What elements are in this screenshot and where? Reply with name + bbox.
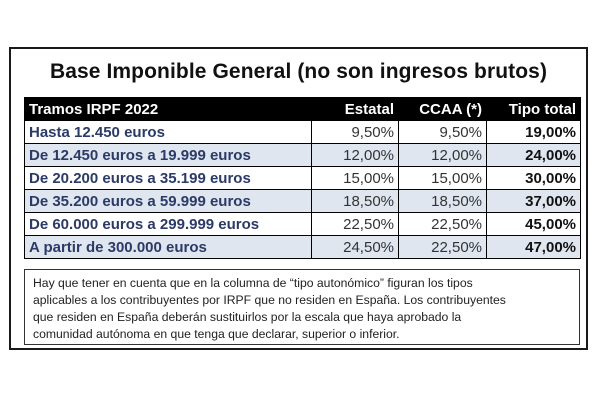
estatal-cell: 9,50% <box>311 120 399 144</box>
tramo-cell: De 20.200 euros a 35.199 euros <box>24 166 312 190</box>
header-tramos: Tramos IRPF 2022 <box>24 97 312 121</box>
footnote-line: comunidad autónoma en que tenga que decl… <box>33 327 400 341</box>
tramo-cell: De 35.200 euros a 59.999 euros <box>24 189 312 213</box>
tipo-total-cell: 30,00% <box>486 166 581 190</box>
table-row: De 12.450 euros a 19.999 euros 12,00% 12… <box>24 143 581 167</box>
tipo-total-cell: 19,00% <box>486 120 581 144</box>
estatal-cell: 24,50% <box>311 235 399 259</box>
ccaa-cell: 22,50% <box>398 212 487 236</box>
tipo-total-cell: 24,00% <box>486 143 581 167</box>
ccaa-cell: 15,00% <box>398 166 487 190</box>
tramo-cell: De 12.450 euros a 19.999 euros <box>24 143 312 167</box>
footnote-line: aplicables a los contribuyentes por IRPF… <box>33 293 506 307</box>
estatal-cell: 22,50% <box>311 212 399 236</box>
table-row: De 60.000 euros a 299.999 euros 22,50% 2… <box>24 212 581 236</box>
footnote-line: que residen en España deberán sustituirl… <box>33 310 462 324</box>
estatal-cell: 15,00% <box>311 166 399 190</box>
tramo-cell: A partir de 300.000 euros <box>24 235 312 259</box>
header-tipo-total: Tipo total <box>486 97 581 121</box>
footnote-line: Hay que tener en cuenta que en la column… <box>33 276 473 290</box>
estatal-cell: 12,00% <box>311 143 399 167</box>
tramo-cell: De 60.000 euros a 299.999 euros <box>24 212 312 236</box>
ccaa-cell: 12,00% <box>398 143 487 167</box>
ccaa-cell: 18,50% <box>398 189 487 213</box>
table-row: A partir de 300.000 euros 24,50% 22,50% … <box>24 235 581 259</box>
ccaa-cell: 22,50% <box>398 235 487 259</box>
irpf-table: Tramos IRPF 2022 Estatal CCAA (*) Tipo t… <box>24 97 581 259</box>
tipo-total-cell: 47,00% <box>486 235 581 259</box>
table-row: De 20.200 euros a 35.199 euros 15,00% 15… <box>24 166 581 190</box>
page-title: Base Imponible General (no son ingresos … <box>49 60 548 83</box>
ccaa-cell: 9,50% <box>398 120 487 144</box>
footnote-box: Hay que tener en cuenta que en la column… <box>24 269 580 345</box>
tramo-cell: Hasta 12.450 euros <box>24 120 312 144</box>
tipo-total-cell: 37,00% <box>486 189 581 213</box>
table-row: De 35.200 euros a 59.999 euros 18,50% 18… <box>24 189 581 213</box>
tipo-total-cell: 45,00% <box>486 212 581 236</box>
header-ccaa: CCAA (*) <box>398 97 487 121</box>
header-estatal: Estatal <box>311 97 399 121</box>
estatal-cell: 18,50% <box>311 189 399 213</box>
table-row: Hasta 12.450 euros 9,50% 9,50% 19,00% <box>24 120 581 144</box>
irpf-infographic: Base Imponible General (no son ingresos … <box>9 47 588 350</box>
table-header-row: Tramos IRPF 2022 Estatal CCAA (*) Tipo t… <box>24 97 581 121</box>
